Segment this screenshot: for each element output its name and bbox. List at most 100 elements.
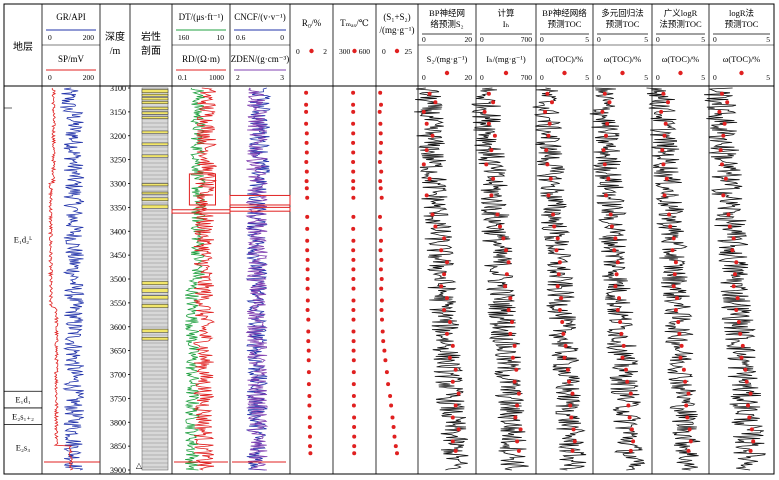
predicted-curve [532,87,587,471]
toc-point [552,224,557,229]
s1s2-point [378,214,382,219]
ih-point [515,403,520,408]
s2-point [424,193,429,198]
lithology-sandstone [141,89,169,94]
depth-tick-label: 3800 [110,418,126,427]
ih-point [489,193,494,198]
toc-point [739,355,744,360]
depth-tick-label: 3250 [110,156,126,165]
toc-point [748,391,753,396]
toc-point [555,284,560,289]
range-top-max: 5 [644,35,648,44]
ro-point [306,339,311,344]
predicted-curve [646,87,701,471]
s1s2-point [378,179,383,184]
toc-point [604,193,608,198]
ro-point [304,169,309,174]
cncf-curve [245,87,272,471]
strata-label: E₂s₃ [16,442,30,452]
strata-label: E₁d₁ [15,395,30,405]
tmax-point [351,394,356,398]
s1s2-point [378,267,383,272]
ro-point [304,150,309,155]
lithology-sandstone [141,337,169,341]
lithology-sandstone [141,130,169,134]
range-top-min: 0 [48,33,52,42]
s2-point [421,109,426,114]
depth-tick-label: 3850 [110,442,126,451]
toc-point [746,403,750,408]
tmax-point [351,226,356,231]
toc-point [561,331,566,336]
s2-point [430,212,435,217]
lithology-sandstone [141,93,169,97]
range-bottom-max: 200 [83,73,95,82]
s1s2-point [380,329,385,334]
ih-point [501,236,506,241]
depth-unit: /m [110,46,121,57]
toc-point [666,100,670,105]
s1s2-point [377,160,382,164]
toc-point [670,248,675,253]
toc-point [686,391,691,396]
s1s2-point [382,348,387,353]
track-header-bottom: ω(TOC)/% [723,54,761,64]
toc-point [663,121,668,126]
toc-point [679,343,684,348]
lithology-header: 岩性 [141,30,161,43]
tmax-point [352,434,357,439]
toc-point [735,296,740,301]
lithology-sandstone [141,154,169,158]
toc-point [671,236,676,241]
s1s2-point [377,109,382,114]
legend-dot [503,70,509,76]
s1s2-point [378,121,383,126]
toc-point [717,109,722,114]
ro-point [305,214,310,219]
toc-point [608,212,613,217]
lithology-sandstone [141,197,169,201]
range-bottom-max: 5 [644,73,648,82]
s2-point [450,379,455,384]
s2-point [445,331,449,336]
toc-point [627,415,632,420]
toc-point [734,308,739,312]
s2-point [445,296,449,301]
range-bottom-min: 0 [48,73,52,82]
triangle-marker: △ [136,461,143,470]
ro-point [307,425,312,429]
toc-point [671,284,676,289]
track-header-top-line2: /(mg·g⁻¹) [380,25,415,35]
lithology-sandstone [141,328,169,333]
s2-point [453,403,458,408]
toc-point [744,379,749,384]
toc-point [726,212,731,217]
s2-point [427,176,432,181]
s1s2-point [379,140,383,145]
lithology-sandstone [141,288,169,293]
track-header-top: 计算 [497,8,515,18]
s2-point [450,343,455,348]
chart-frame [3,3,775,475]
ro-point [306,348,311,353]
ih-point [504,272,509,277]
ro-point [307,415,312,420]
toc-point [628,391,633,396]
s2-point [433,100,438,105]
s1s2-point [383,358,388,363]
track-header-bottom: SP/mV [58,54,85,64]
s1s2-point [379,169,384,174]
range-top-min: 0.6 [236,33,246,42]
ih-point [516,391,521,396]
ih-point [484,162,489,167]
legend-dot [739,70,744,76]
toc-point [678,355,683,360]
track-header-bottom: ZDEN/(g·cm⁻³) [231,54,289,64]
s1s2-point [379,102,383,107]
toc-point [751,439,756,444]
toc-point [568,403,573,408]
gr-curve [60,87,85,471]
toc-point [615,260,620,265]
ro-point [308,434,312,439]
